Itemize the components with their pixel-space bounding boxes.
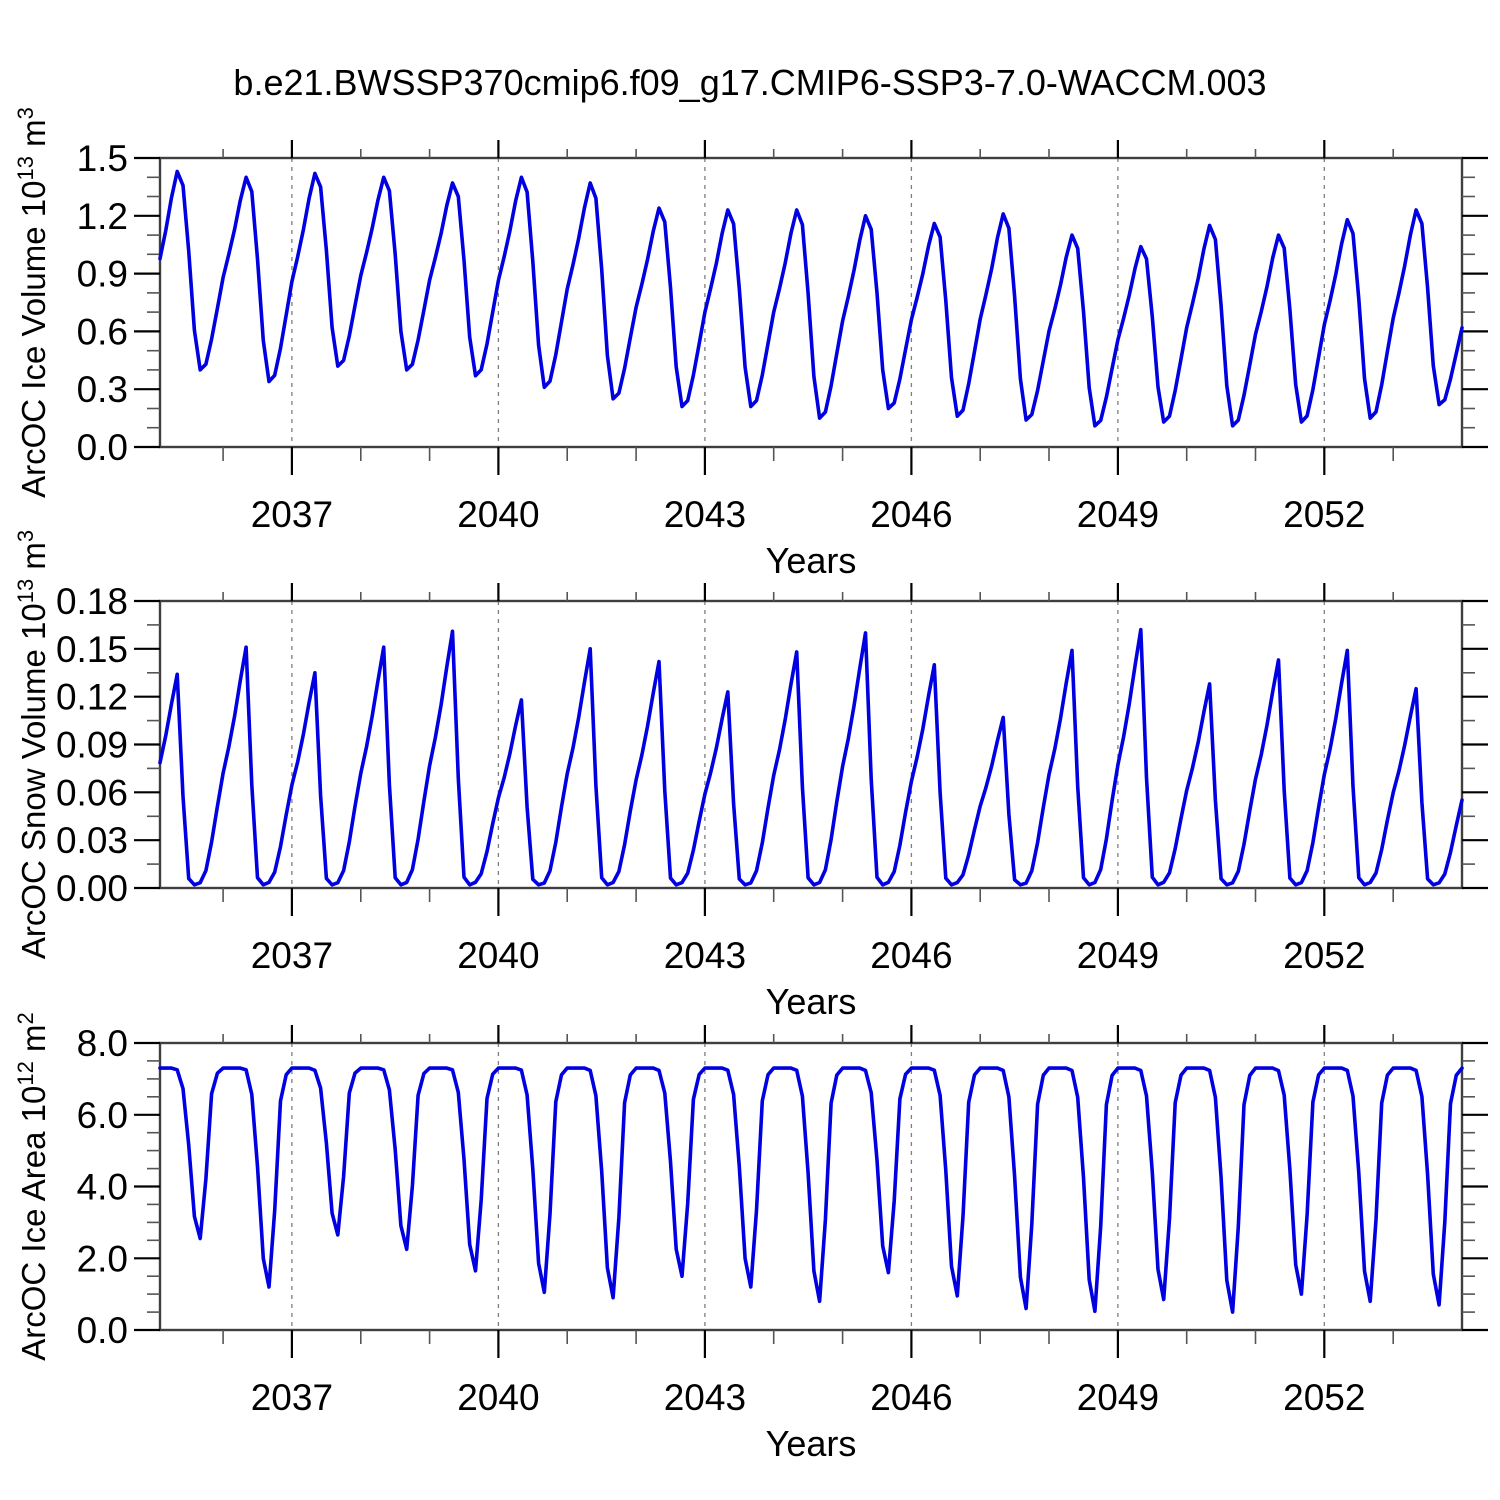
y-axis-label: ArcOC Snow Volume 1013 m3 bbox=[13, 530, 52, 959]
x-tick-label: 2037 bbox=[251, 494, 333, 535]
panel-ice-volume: 0.0 0.3 0.6 0.9 1.2 1.5 2037 2040 2043 2046 2049 20… bbox=[13, 107, 1488, 581]
y-tick-label: 0.0 bbox=[77, 1310, 128, 1351]
x-tick-label: 2043 bbox=[664, 935, 746, 976]
x-tick-label: 2052 bbox=[1283, 1377, 1365, 1418]
y-tick-label: 0.3 bbox=[77, 369, 128, 410]
ice-area-line bbox=[158, 1066, 1464, 1314]
y-tick-label: 1.2 bbox=[77, 196, 128, 237]
figure-title: b.e21.BWSSP370cmip6.f09_g17.CMIP6-SSP3-7… bbox=[233, 62, 1267, 103]
y-tick-label: 8.0 bbox=[77, 1023, 128, 1064]
x-tick-label: 2037 bbox=[251, 1377, 333, 1418]
y-tick-label: 2.0 bbox=[77, 1238, 128, 1279]
x-tick-label: 2046 bbox=[870, 1377, 952, 1418]
y-tick-label: 0.6 bbox=[77, 311, 128, 352]
snow-volume-line bbox=[158, 627, 1464, 887]
y-axis-label: ArcOC Ice Volume 1013 m3 bbox=[13, 107, 52, 498]
y-tick-label: 6.0 bbox=[77, 1095, 128, 1136]
x-tick-label: 2049 bbox=[1077, 494, 1159, 535]
x-axis-title: Years bbox=[766, 540, 857, 581]
x-tick-label: 2043 bbox=[664, 494, 746, 535]
y-tick-label: 1.5 bbox=[77, 138, 128, 179]
y-tick-label: 0.00 bbox=[56, 868, 128, 909]
x-tick-label: 2040 bbox=[457, 494, 539, 535]
axis-frame bbox=[158, 599, 1464, 890]
y-tick-label: 0.09 bbox=[56, 725, 128, 766]
y-tick-label: 0.0 bbox=[77, 427, 128, 468]
x-tick-label: 2046 bbox=[870, 494, 952, 535]
x-tick-label: 2040 bbox=[457, 1377, 539, 1418]
x-tick-label: 2052 bbox=[1283, 494, 1365, 535]
x-tick-label: 2040 bbox=[457, 935, 539, 976]
y-tick-label: 0.06 bbox=[56, 772, 128, 813]
panel-ice-area: 0.0 2.0 4.0 6.0 8.0 2037 2040 2043 2046 2049 2052 Y… bbox=[13, 1012, 1488, 1464]
y-axis-label: ArcOC Ice Area 1012 m2 bbox=[13, 1012, 52, 1361]
x-axis-title: Years bbox=[766, 1423, 857, 1464]
y-tick-label: 4.0 bbox=[77, 1167, 128, 1208]
panel-snow-volume: 0.00 0.03 0.06 0.09 0.12 0.15 0.18 2037 2040 2043… bbox=[13, 530, 1488, 1022]
axis-frame bbox=[158, 1041, 1464, 1332]
x-tick-label: 2049 bbox=[1077, 935, 1159, 976]
y-tick-label: 0.9 bbox=[77, 254, 128, 295]
ice-volume-line bbox=[158, 169, 1464, 428]
x-tick-label: 2043 bbox=[664, 1377, 746, 1418]
y-tick-label: 0.12 bbox=[56, 677, 128, 718]
axis-frame bbox=[158, 156, 1464, 449]
y-tick-label: 0.18 bbox=[56, 581, 128, 622]
y-tick-label: 0.15 bbox=[56, 629, 128, 670]
y-tick-label: 0.03 bbox=[56, 820, 128, 861]
x-axis-title: Years bbox=[766, 981, 857, 1022]
x-tick-label: 2052 bbox=[1283, 935, 1365, 976]
x-tick-label: 2049 bbox=[1077, 1377, 1159, 1418]
x-tick-label: 2037 bbox=[251, 935, 333, 976]
x-tick-label: 2046 bbox=[870, 935, 952, 976]
